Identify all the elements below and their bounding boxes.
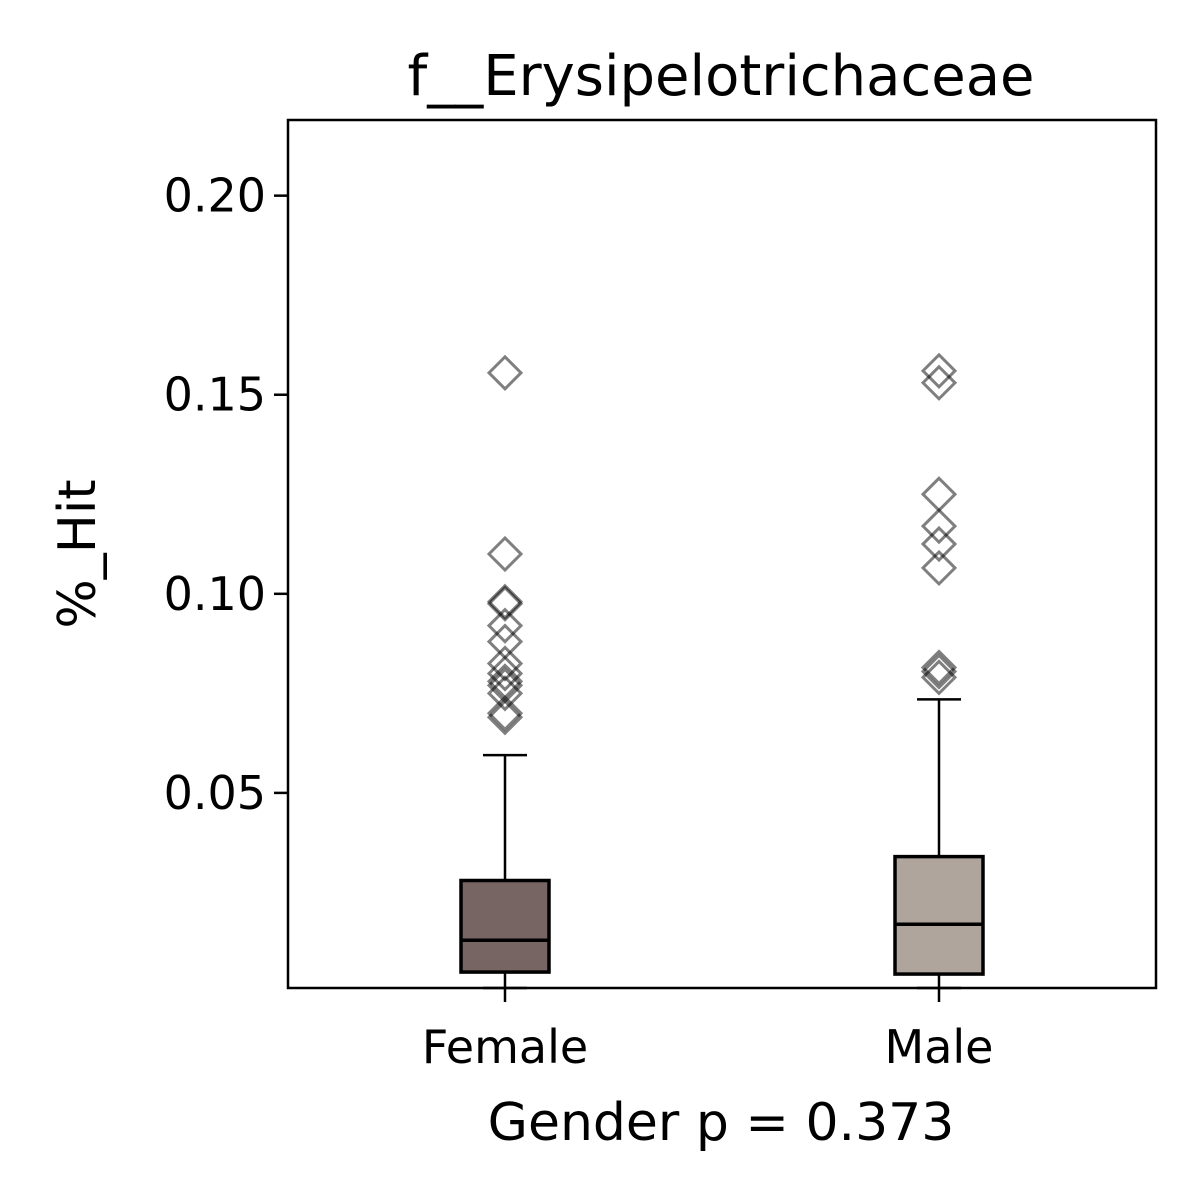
y-tick-label: 0.15 xyxy=(164,368,266,422)
x-tick-label: Female xyxy=(422,1020,588,1074)
outlier-point xyxy=(920,525,958,563)
x-tick-label: Male xyxy=(885,1020,994,1074)
outlier-point xyxy=(486,675,524,712)
outlier-point xyxy=(920,508,958,545)
outlier-point xyxy=(486,585,524,622)
outlier-point xyxy=(920,549,958,587)
plot-frame xyxy=(286,118,1158,990)
x-axis: Female Male xyxy=(422,988,994,1074)
y-axis-label: %_Hit xyxy=(48,479,108,628)
chart-title: f__Erysipelotrichaceae xyxy=(408,44,1035,109)
outlier-point xyxy=(486,607,524,644)
x-axis-label: Gender p = 0.373 xyxy=(488,1093,955,1153)
y-tick-label: 0.05 xyxy=(164,766,266,820)
outlier-point xyxy=(486,583,524,620)
box-group xyxy=(459,354,551,990)
box-iqr xyxy=(893,854,985,976)
outlier-point xyxy=(920,364,958,401)
plot-area xyxy=(459,352,985,990)
outlier-point xyxy=(920,352,958,389)
outlier-point xyxy=(486,645,524,682)
outlier-point xyxy=(486,354,524,391)
outlier-point xyxy=(920,659,958,696)
box-group xyxy=(893,352,985,990)
box-iqr xyxy=(459,878,551,974)
outlier-point xyxy=(486,655,524,692)
y-tick-label: 0.20 xyxy=(164,169,266,223)
outlier-point xyxy=(486,699,524,736)
y-axis: 0.05 0.10 0.15 0.20 xyxy=(164,169,288,820)
outlier-point xyxy=(920,653,958,690)
outlier-point xyxy=(486,695,524,732)
outlier-point xyxy=(920,649,958,686)
outlier-point xyxy=(486,535,524,573)
outlier-point xyxy=(920,476,958,513)
y-tick-label: 0.10 xyxy=(164,567,266,621)
